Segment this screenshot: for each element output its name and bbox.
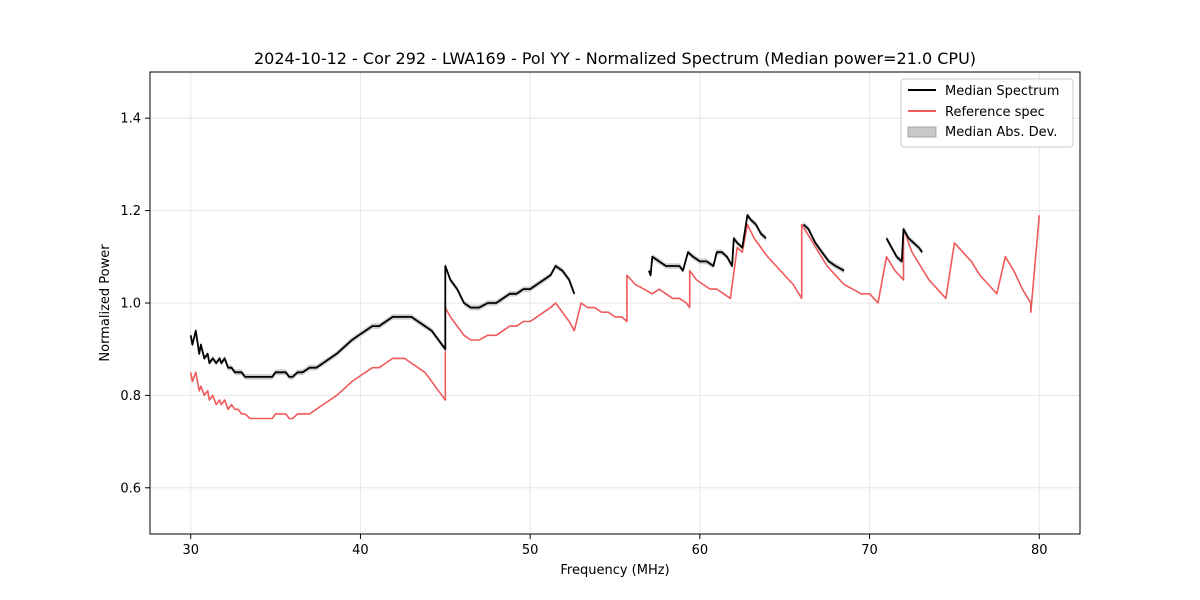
legend: Median Spectrum Reference spec Median Ab… [900,78,1074,148]
x-tick-label: 50 [522,543,539,558]
median-spectrum-line [648,214,767,277]
x-axis-label: Frequency (MHz) [560,563,669,578]
x-axis-ticks: 30 40 50 60 70 80 [182,534,1048,558]
legend-mad-swatch [907,126,937,138]
y-tick-label: 0.8 [120,389,141,404]
x-tick-label: 80 [1031,543,1048,558]
plot-area [189,212,1041,420]
reference-spectrum-line [189,215,1041,420]
legend-mad-label: Median Abs. Dev. [945,125,1057,140]
legend-median-label: Median Spectrum [945,84,1059,99]
y-tick-label: 0.6 [120,481,141,496]
y-axis-label: Normalized Power [98,244,113,362]
median-abs-dev-band [190,263,575,380]
legend-box [900,78,1074,148]
median-spectrum-line [802,223,845,272]
y-tick-label: 1.0 [120,297,141,312]
x-tick-label: 40 [352,543,369,558]
y-tick-label: 1.2 [120,204,141,219]
y-axis-ticks: 0.6 0.8 1.0 1.2 1.4 [120,112,150,496]
legend-reference-label: Reference spec [945,105,1045,120]
chart-title: 2024-10-12 - Cor 292 - LWA169 - Pol YY -… [254,49,976,68]
x-tick-label: 70 [861,543,878,558]
x-tick-label: 30 [182,543,199,558]
median-spectrum-line [885,228,923,263]
y-tick-label: 1.4 [120,112,141,127]
x-tick-label: 60 [692,543,709,558]
median-spectrum-line [189,265,576,378]
